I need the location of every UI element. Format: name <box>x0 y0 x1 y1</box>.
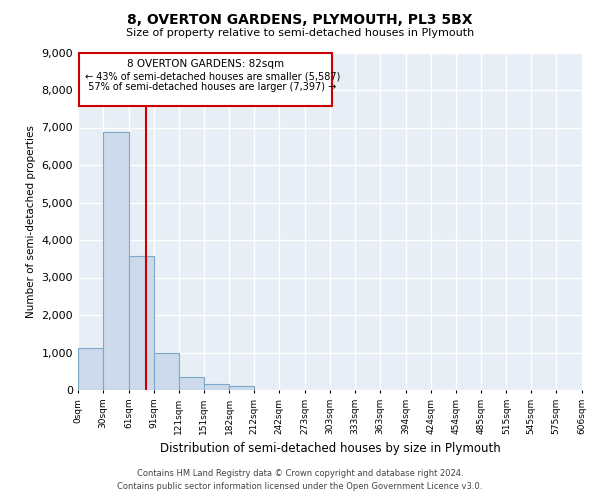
X-axis label: Distribution of semi-detached houses by size in Plymouth: Distribution of semi-detached houses by … <box>160 442 500 456</box>
Bar <box>203 384 229 390</box>
Bar <box>78 348 103 390</box>
Text: 8, OVERTON GARDENS, PLYMOUTH, PL3 5BX: 8, OVERTON GARDENS, PLYMOUTH, PL3 5BX <box>127 12 473 26</box>
Text: 8 OVERTON GARDENS: 82sqm: 8 OVERTON GARDENS: 82sqm <box>127 59 284 69</box>
Text: Contains HM Land Registry data © Crown copyright and database right 2024.
Contai: Contains HM Land Registry data © Crown c… <box>118 470 482 491</box>
FancyBboxPatch shape <box>79 52 332 106</box>
Bar <box>229 386 254 390</box>
Bar <box>179 376 203 390</box>
Text: ← 43% of semi-detached houses are smaller (5,587): ← 43% of semi-detached houses are smalle… <box>85 71 341 81</box>
Bar <box>103 132 129 390</box>
Bar <box>129 256 154 390</box>
Bar <box>154 353 179 390</box>
Text: 57% of semi-detached houses are larger (7,397) →: 57% of semi-detached houses are larger (… <box>85 82 337 92</box>
Text: Size of property relative to semi-detached houses in Plymouth: Size of property relative to semi-detach… <box>126 28 474 38</box>
Y-axis label: Number of semi-detached properties: Number of semi-detached properties <box>26 125 36 318</box>
